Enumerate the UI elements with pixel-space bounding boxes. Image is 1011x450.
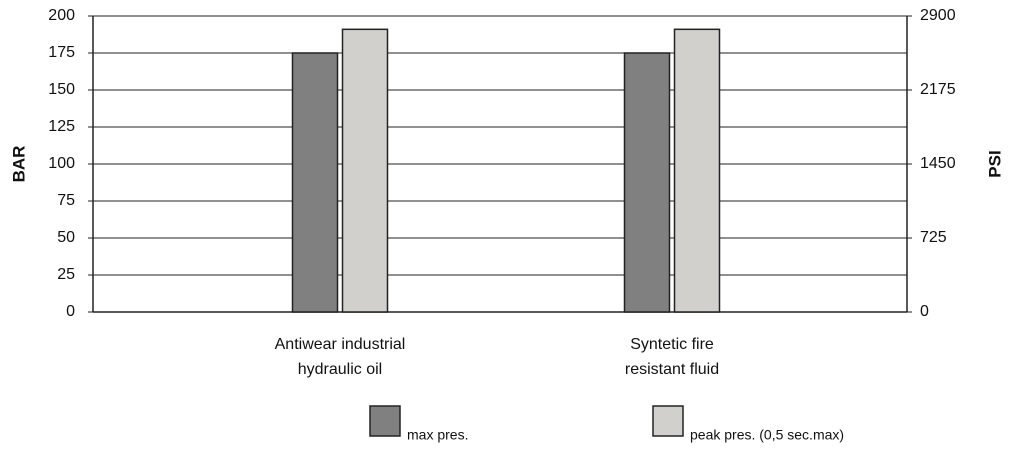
bar (673, 28, 721, 313)
x-tick-label-line: Syntetic fire (630, 336, 714, 353)
y-tick-label: 200 (48, 7, 75, 24)
y2-tick-label: 1450 (920, 155, 956, 172)
y2-tick-label: 2175 (920, 81, 956, 98)
y2-tick-label: 0 (920, 303, 929, 320)
bar (623, 52, 671, 313)
x-tick-label-line: resistant fluid (625, 361, 719, 378)
legend-label: peak pres. (0,5 sec.max) (690, 427, 844, 443)
y-tick-label: 75 (57, 192, 75, 209)
x-tick-label: Syntetic fire resistant fluid (625, 336, 719, 378)
x-tick-label: Antiwear industrial hydraulic oil (275, 336, 406, 378)
x-tick-label-line: Antiwear industrial (275, 336, 406, 353)
bar (291, 52, 339, 313)
y2-axis-title: PSI (985, 150, 1004, 177)
y2-tick-label: 725 (920, 229, 947, 246)
y-tick-label: 100 (48, 155, 75, 172)
y-tick-label: 125 (48, 118, 75, 135)
legend-swatch (652, 405, 684, 437)
legend-label: max pres. (407, 427, 468, 443)
y-tick-label: 25 (57, 266, 75, 283)
y-axis-title: BAR (9, 146, 28, 183)
bar (341, 28, 389, 313)
y-tick-label: 50 (57, 229, 75, 246)
y-tick-label: 175 (48, 44, 75, 61)
y-tick-label: 0 (66, 303, 75, 320)
legend-swatch (369, 405, 401, 437)
x-tick-label-line: hydraulic oil (298, 361, 382, 378)
y-tick-label: 150 (48, 81, 75, 98)
y2-tick-label: 2900 (920, 7, 956, 24)
